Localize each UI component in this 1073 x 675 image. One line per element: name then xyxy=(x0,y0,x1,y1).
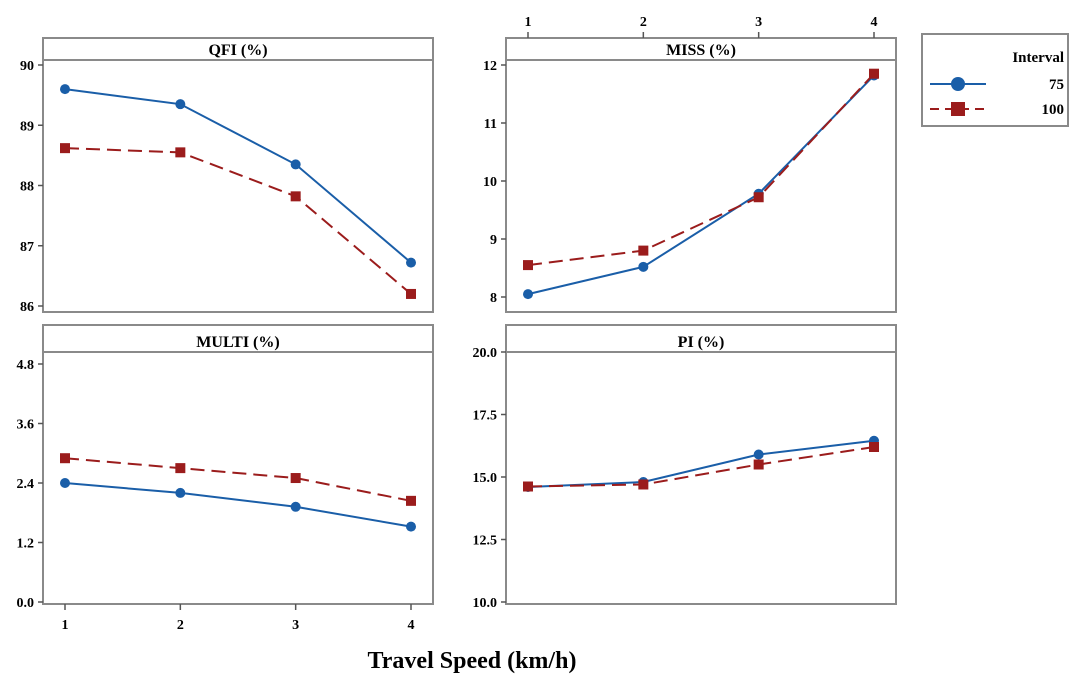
y-tick-label: 15.0 xyxy=(473,471,498,486)
legend-label-75: 75 xyxy=(1049,77,1064,93)
y-tick-label: 4.8 xyxy=(17,358,35,373)
legend-marker-100 xyxy=(951,102,965,116)
x-axis-label: Travel Speed (km/h) xyxy=(368,648,577,674)
x-tick-label: 3 xyxy=(292,618,299,633)
data-point-100 xyxy=(406,288,416,299)
panel-frame xyxy=(42,324,434,605)
y-tick-label: 17.5 xyxy=(473,409,498,424)
y-tick-label: 12 xyxy=(483,59,497,74)
legend-marker-75 xyxy=(951,77,965,91)
y-tick-label: 9 xyxy=(490,233,497,248)
data-point-75 xyxy=(406,257,416,268)
y-tick-label: 3.6 xyxy=(17,418,35,433)
x-tick-label: 4 xyxy=(408,618,415,633)
x-tick-label: 1 xyxy=(525,15,532,30)
y-tick-label: 11 xyxy=(484,117,497,132)
data-point-100 xyxy=(638,245,649,256)
series-line-100 xyxy=(64,457,412,502)
y-tick-label: 1.2 xyxy=(17,537,35,552)
legend-frame xyxy=(921,33,1069,127)
data-point-100 xyxy=(60,143,70,154)
data-point-75 xyxy=(290,159,301,170)
data-point-100 xyxy=(753,192,764,203)
panel-2 xyxy=(501,32,897,313)
x-tick-label: 2 xyxy=(640,15,647,30)
data-point-100 xyxy=(175,463,186,474)
y-tick-label: 10.0 xyxy=(473,596,498,611)
panel-title: MISS (%) xyxy=(666,42,736,59)
x-tick-label: 1 xyxy=(62,618,69,633)
panel-frame xyxy=(505,324,897,605)
data-point-75 xyxy=(175,99,186,110)
legend-label-100: 100 xyxy=(1042,102,1065,118)
y-tick-label: 10 xyxy=(483,175,497,190)
data-point-100 xyxy=(175,147,186,158)
y-tick-label: 86 xyxy=(20,300,34,315)
panel-3 xyxy=(38,324,434,610)
series-line-100 xyxy=(64,147,412,295)
legend xyxy=(921,33,1069,127)
y-tick-label: 88 xyxy=(20,180,34,195)
data-point-75 xyxy=(60,478,70,488)
panel-title: QFI (%) xyxy=(208,42,267,59)
panel-frame xyxy=(505,37,897,313)
legend-title: Interval xyxy=(1012,50,1064,66)
y-tick-label: 87 xyxy=(20,240,34,255)
data-point-100 xyxy=(406,495,416,506)
data-point-75 xyxy=(60,84,70,95)
series-line-75 xyxy=(64,482,412,528)
data-point-75 xyxy=(406,521,416,532)
panel-title: MULTI (%) xyxy=(196,334,279,351)
data-point-100 xyxy=(523,481,533,492)
y-tick-label: 90 xyxy=(20,59,34,74)
y-tick-label: 2.4 xyxy=(17,477,35,492)
data-point-100 xyxy=(290,191,301,202)
data-point-100 xyxy=(290,473,301,484)
y-tick-label: 12.5 xyxy=(473,534,498,549)
x-tick-label: 3 xyxy=(755,15,762,30)
data-point-75 xyxy=(175,487,186,498)
y-tick-label: 20.0 xyxy=(473,346,498,361)
series-line-100 xyxy=(527,446,875,488)
data-point-100 xyxy=(869,442,879,452)
panel-4 xyxy=(501,324,897,605)
series-line-100 xyxy=(527,73,875,267)
x-tick-label: 2 xyxy=(177,618,184,633)
y-tick-label: 0.0 xyxy=(17,596,35,611)
data-point-100 xyxy=(869,68,879,79)
data-point-100 xyxy=(60,453,70,464)
y-tick-label: 8 xyxy=(490,291,497,306)
data-point-100 xyxy=(638,479,649,490)
series-line-75 xyxy=(527,439,875,488)
y-tick-label: 89 xyxy=(20,119,34,134)
panel-title: PI (%) xyxy=(678,334,725,351)
data-point-100 xyxy=(523,260,533,271)
panel-1 xyxy=(38,37,434,313)
data-point-75 xyxy=(753,449,764,460)
data-point-75 xyxy=(638,261,649,272)
series-line-75 xyxy=(64,88,412,264)
data-point-75 xyxy=(523,289,533,300)
data-point-100 xyxy=(753,459,764,470)
x-tick-label: 4 xyxy=(871,15,878,30)
data-point-75 xyxy=(290,501,301,512)
